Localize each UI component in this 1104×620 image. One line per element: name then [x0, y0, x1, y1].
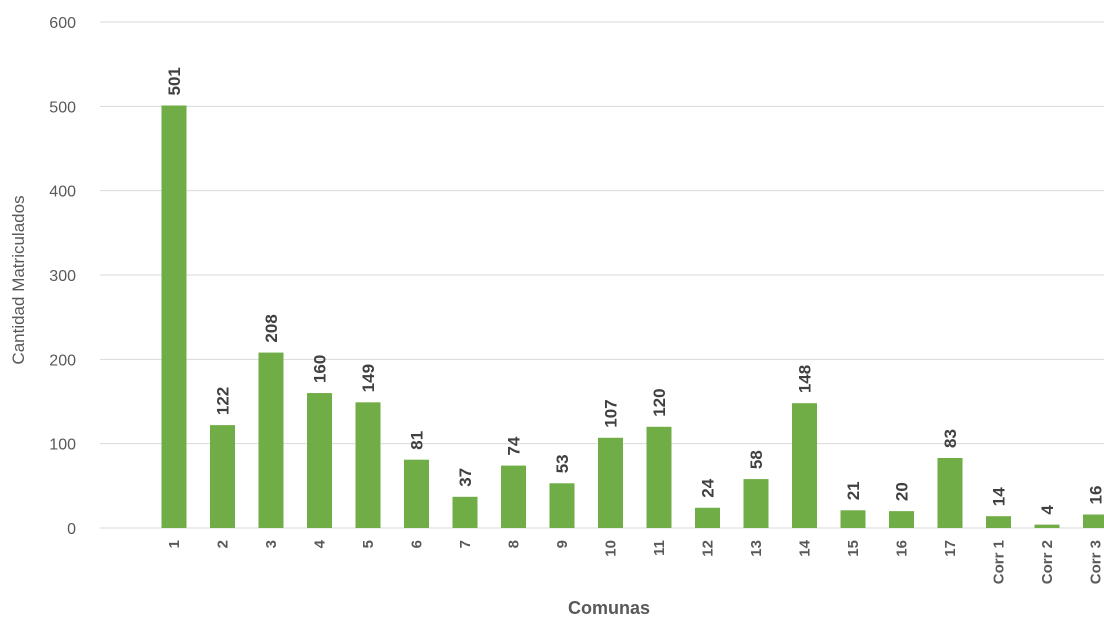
data-label: 21 — [844, 481, 863, 500]
y-tick-label: 300 — [49, 268, 76, 285]
bar-5 — [355, 402, 381, 528]
bar-1 — [161, 105, 187, 529]
x-tick-label: 9 — [554, 540, 571, 548]
x-tick-label: Corr 1 — [991, 540, 1008, 584]
x-axis-ticks: 1 2 3 4 5 6 7 8 9 10 11 12 13 14 15 16 17 Corr 1 Corr 2 Cor… — [166, 539, 1104, 584]
x-tick-label: 2 — [215, 540, 232, 548]
data-label: 14 — [990, 487, 1009, 506]
y-tick-label: 0 — [67, 521, 76, 538]
data-label: 107 — [602, 399, 621, 427]
y-axis-title: Cantidad Matriculados — [9, 195, 28, 364]
data-label: 81 — [408, 431, 427, 450]
x-tick-label: Corr 3 — [1088, 540, 1104, 584]
y-tick-label: 600 — [49, 15, 76, 32]
data-label: 58 — [747, 450, 766, 469]
bar-6 — [404, 459, 429, 528]
bar-9 — [549, 483, 575, 528]
bar-corr-3 — [1083, 514, 1104, 528]
x-tick-label: 14 — [797, 539, 814, 556]
x-tick-label: 11 — [651, 540, 668, 556]
bar-14 — [792, 403, 817, 528]
x-tick-label: 8 — [506, 540, 523, 548]
x-tick-label: 1 — [166, 540, 183, 548]
data-labels: 501 122 208 160 149 81 37 74 53 107 120 24 58 148 21 20… — [165, 67, 1104, 515]
x-tick-label: 4 — [312, 539, 329, 548]
x-tick-label: 13 — [748, 540, 765, 557]
data-label: 208 — [262, 314, 281, 342]
x-tick-label: 10 — [603, 540, 620, 557]
y-tick-label: 400 — [49, 184, 76, 201]
data-label: 37 — [456, 468, 475, 487]
y-tick-label: 200 — [49, 352, 76, 369]
data-label: 122 — [214, 387, 233, 415]
x-tick-label: 17 — [942, 540, 959, 557]
data-label: 74 — [505, 436, 524, 455]
y-axis-ticks: 0 100 200 300 400 500 600 — [49, 15, 76, 538]
bars — [161, 105, 1104, 529]
bar-corr-1 — [986, 516, 1011, 528]
data-label: 149 — [359, 364, 378, 392]
bar-15 — [840, 510, 866, 528]
x-tick-label: Corr 2 — [1039, 540, 1056, 584]
x-tick-label: 6 — [409, 540, 426, 548]
bar-8 — [501, 465, 526, 528]
data-label: 16 — [1087, 486, 1104, 505]
x-tick-label: 5 — [360, 540, 377, 548]
x-tick-label: 7 — [457, 540, 474, 548]
bar-10 — [598, 437, 623, 528]
data-label: 24 — [699, 478, 718, 497]
bar-12 — [695, 507, 720, 528]
data-label: 53 — [553, 454, 572, 473]
data-label: 83 — [941, 429, 960, 448]
data-label: 4 — [1038, 505, 1057, 515]
bar-16 — [889, 511, 914, 528]
bar-7 — [452, 496, 478, 528]
bar-4 — [307, 393, 332, 528]
bar-2 — [210, 425, 235, 528]
data-label: 160 — [311, 355, 330, 383]
bar-11 — [646, 426, 672, 528]
bar-13 — [743, 479, 769, 528]
data-label: 20 — [893, 482, 912, 501]
data-label: 501 — [165, 67, 184, 95]
bar-17 — [937, 458, 963, 528]
x-tick-label: 3 — [263, 540, 280, 548]
x-tick-label: 16 — [894, 540, 911, 557]
x-axis-title: Comunas — [568, 598, 650, 618]
x-tick-label: 12 — [700, 540, 717, 557]
bar-corr-2 — [1034, 524, 1060, 528]
y-tick-label: 100 — [49, 437, 76, 454]
y-tick-label: 500 — [49, 99, 76, 116]
data-label: 148 — [796, 365, 815, 393]
x-tick-label: 15 — [845, 540, 862, 557]
data-label: 120 — [650, 388, 669, 416]
bar-3 — [258, 352, 284, 528]
